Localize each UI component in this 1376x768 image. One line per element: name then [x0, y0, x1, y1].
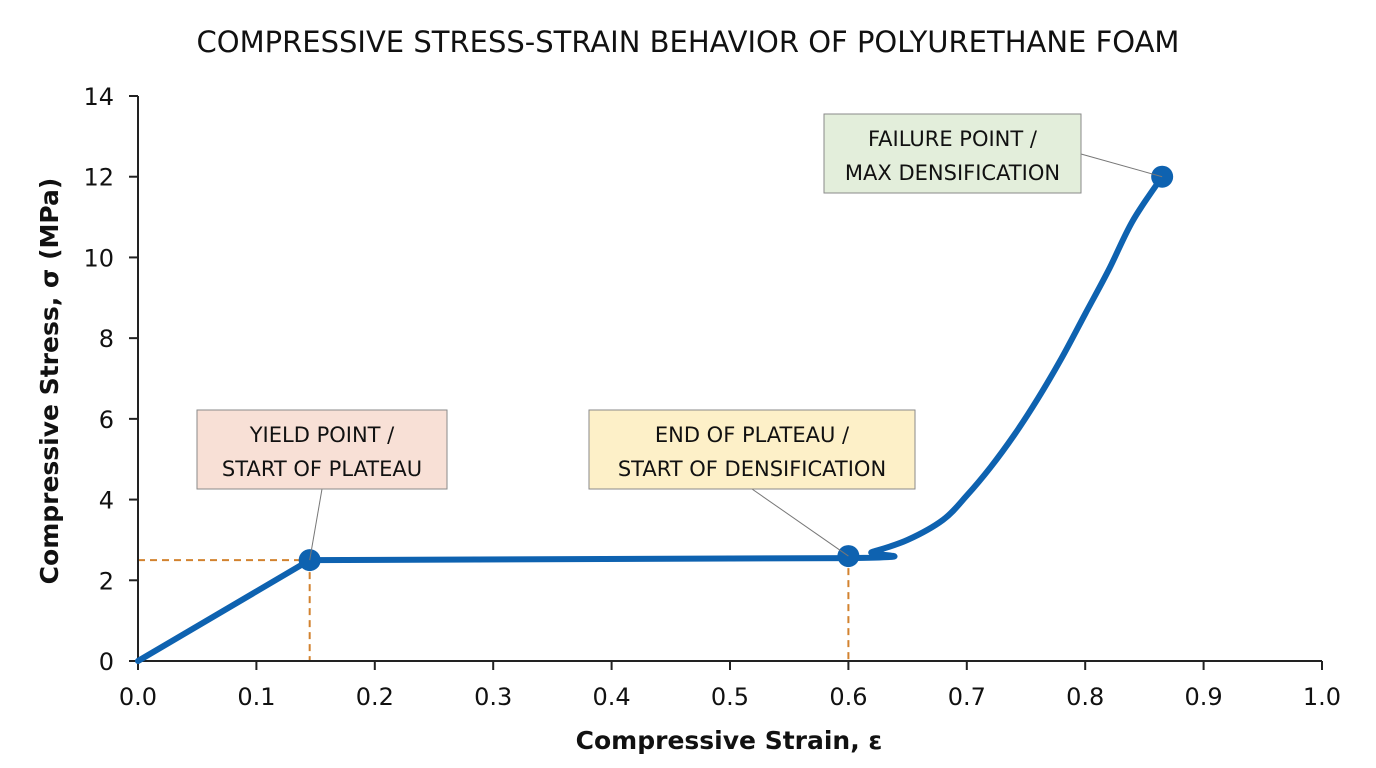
plateau-end-annotation: END OF PLATEAU / START OF DENSIFICATION	[588, 409, 916, 557]
x-tick-label: 0.0	[119, 683, 157, 711]
annotation-text: YIELD POINT /	[249, 423, 395, 447]
y-tick-label: 2	[99, 567, 114, 595]
x-axis-ticks: 0.0 0.1 0.2 0.3 0.4 0.5 0.6 0.7 0.8 0.9 1.0	[119, 661, 1341, 711]
x-tick-label: 0.2	[356, 683, 394, 711]
series-layer	[135, 173, 1166, 664]
y-tick-label: 10	[83, 244, 114, 272]
axes	[137, 96, 1322, 662]
x-tick-label: 0.6	[829, 683, 867, 711]
annotations-layer: YIELD POINT / START OF PLATEAU END OF PLAT…	[196, 113, 1163, 561]
annotation-leader-line	[751, 488, 849, 557]
x-tick-label: 0.4	[593, 683, 631, 711]
x-tick-label: 0.3	[474, 683, 512, 711]
y-tick-label: 0	[99, 648, 114, 676]
y-tick-label: 8	[99, 325, 114, 353]
yield-point-annotation: YIELD POINT / START OF PLATEAU	[196, 409, 448, 561]
annotation-box	[196, 409, 448, 490]
annotation-text: START OF DENSIFICATION	[618, 457, 886, 481]
y-axis-ticks: 0 2 4 6 8 10 12 14	[83, 83, 138, 676]
series-line-0	[135, 173, 1166, 664]
x-tick-label: 0.1	[237, 683, 275, 711]
x-tick-label: 0.9	[1185, 683, 1223, 711]
chart-title: COMPRESSIVE STRESS-STRAIN BEHAVIOR OF PO…	[197, 25, 1180, 59]
annotation-leader-line	[309, 488, 323, 561]
annotation-box	[588, 409, 916, 490]
annotation-leader-line	[1080, 153, 1163, 178]
x-tick-label: 0.7	[948, 683, 986, 711]
x-axis-title: Compressive Strain, ε	[576, 726, 883, 755]
y-tick-label: 12	[83, 164, 114, 192]
y-tick-label: 6	[99, 406, 114, 434]
y-axis-title: Compressive Stress, σ (MPa)	[35, 178, 64, 585]
annotation-text: END OF PLATEAU /	[655, 423, 850, 447]
x-tick-label: 0.5	[711, 683, 749, 711]
x-tick-label: 1.0	[1303, 683, 1341, 711]
annotation-text: START OF PLATEAU	[222, 457, 422, 481]
reference-lines	[138, 556, 850, 661]
y-tick-label: 4	[99, 487, 114, 515]
y-tick-label: 14	[83, 83, 114, 111]
failure-point-annotation: FAILURE POINT / MAX DENSIFICATION	[823, 113, 1163, 194]
annotation-text: FAILURE POINT /	[868, 127, 1038, 151]
points-layer	[298, 165, 1174, 572]
annotation-text: MAX DENSIFICATION	[845, 161, 1060, 185]
annotation-box	[823, 113, 1082, 194]
x-tick-label: 0.8	[1066, 683, 1104, 711]
